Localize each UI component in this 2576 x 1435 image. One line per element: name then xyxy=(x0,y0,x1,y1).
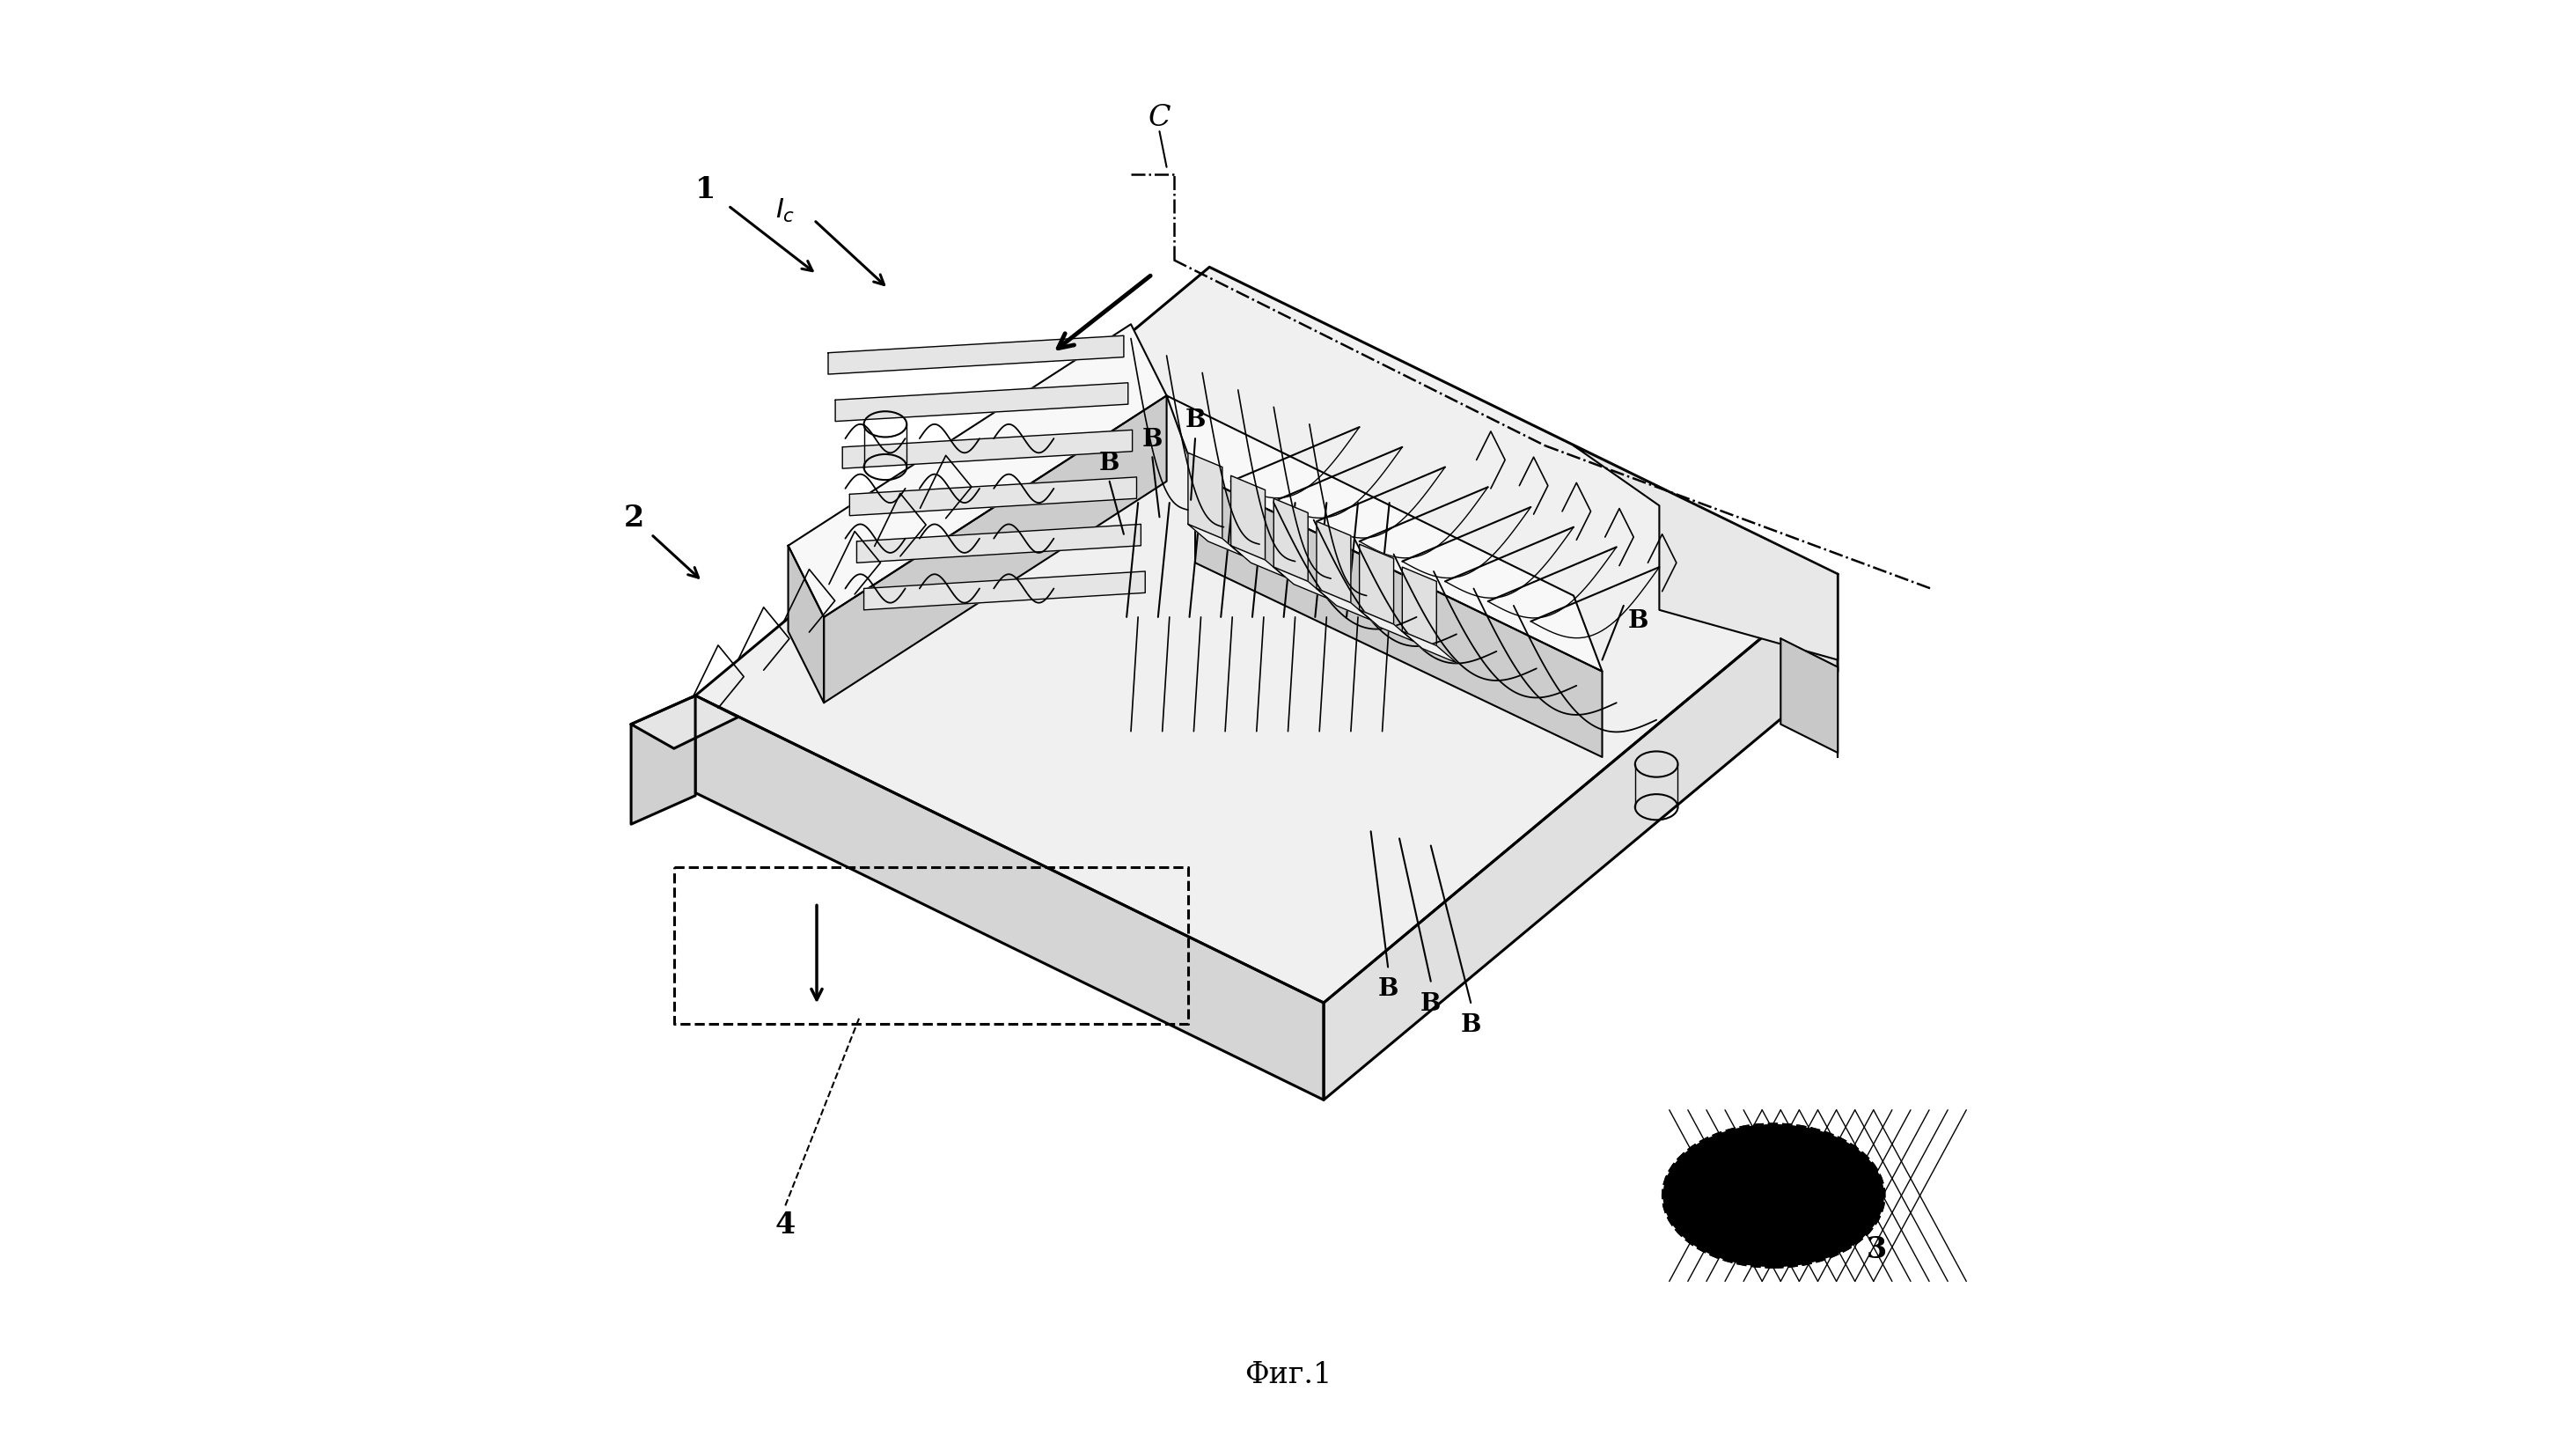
Polygon shape xyxy=(1574,446,1837,660)
Text: Фиг.1: Фиг.1 xyxy=(1244,1360,1332,1388)
Polygon shape xyxy=(863,573,1146,610)
Text: B: B xyxy=(1419,992,1440,1015)
Polygon shape xyxy=(827,336,1123,375)
Text: 3: 3 xyxy=(1865,1234,1886,1263)
Text: B: B xyxy=(1100,452,1121,475)
Polygon shape xyxy=(696,268,1837,1003)
Polygon shape xyxy=(1360,610,1414,641)
Ellipse shape xyxy=(1664,1125,1883,1267)
Polygon shape xyxy=(1231,476,1265,561)
Polygon shape xyxy=(850,478,1136,517)
Text: B: B xyxy=(1461,1013,1481,1036)
Polygon shape xyxy=(1360,545,1394,624)
Polygon shape xyxy=(788,547,824,703)
Polygon shape xyxy=(1188,453,1221,540)
Text: $I_c$: $I_c$ xyxy=(775,197,796,224)
Polygon shape xyxy=(1401,631,1455,663)
Polygon shape xyxy=(1195,475,1602,758)
Polygon shape xyxy=(1273,499,1309,581)
Polygon shape xyxy=(858,525,1141,564)
Polygon shape xyxy=(788,324,1167,617)
Ellipse shape xyxy=(1664,1125,1883,1267)
Polygon shape xyxy=(1780,639,1837,753)
Polygon shape xyxy=(824,396,1167,703)
Text: B: B xyxy=(1378,977,1399,1000)
Text: B: B xyxy=(1185,409,1206,432)
Polygon shape xyxy=(1401,568,1437,646)
Text: 2: 2 xyxy=(623,504,644,532)
Polygon shape xyxy=(842,430,1133,469)
Text: 4: 4 xyxy=(775,1210,796,1238)
Polygon shape xyxy=(1167,396,1602,672)
Text: B: B xyxy=(1141,428,1162,451)
Polygon shape xyxy=(1273,568,1329,598)
Polygon shape xyxy=(835,383,1128,422)
Polygon shape xyxy=(631,696,696,825)
Polygon shape xyxy=(1231,547,1285,578)
Text: C: C xyxy=(1149,103,1170,132)
Polygon shape xyxy=(696,696,1324,1101)
Polygon shape xyxy=(1324,575,1837,1101)
Polygon shape xyxy=(1316,588,1370,620)
Text: B: B xyxy=(1628,608,1649,633)
Polygon shape xyxy=(1188,525,1242,557)
Polygon shape xyxy=(1316,522,1350,603)
Text: 1: 1 xyxy=(696,175,716,204)
Polygon shape xyxy=(631,696,739,749)
